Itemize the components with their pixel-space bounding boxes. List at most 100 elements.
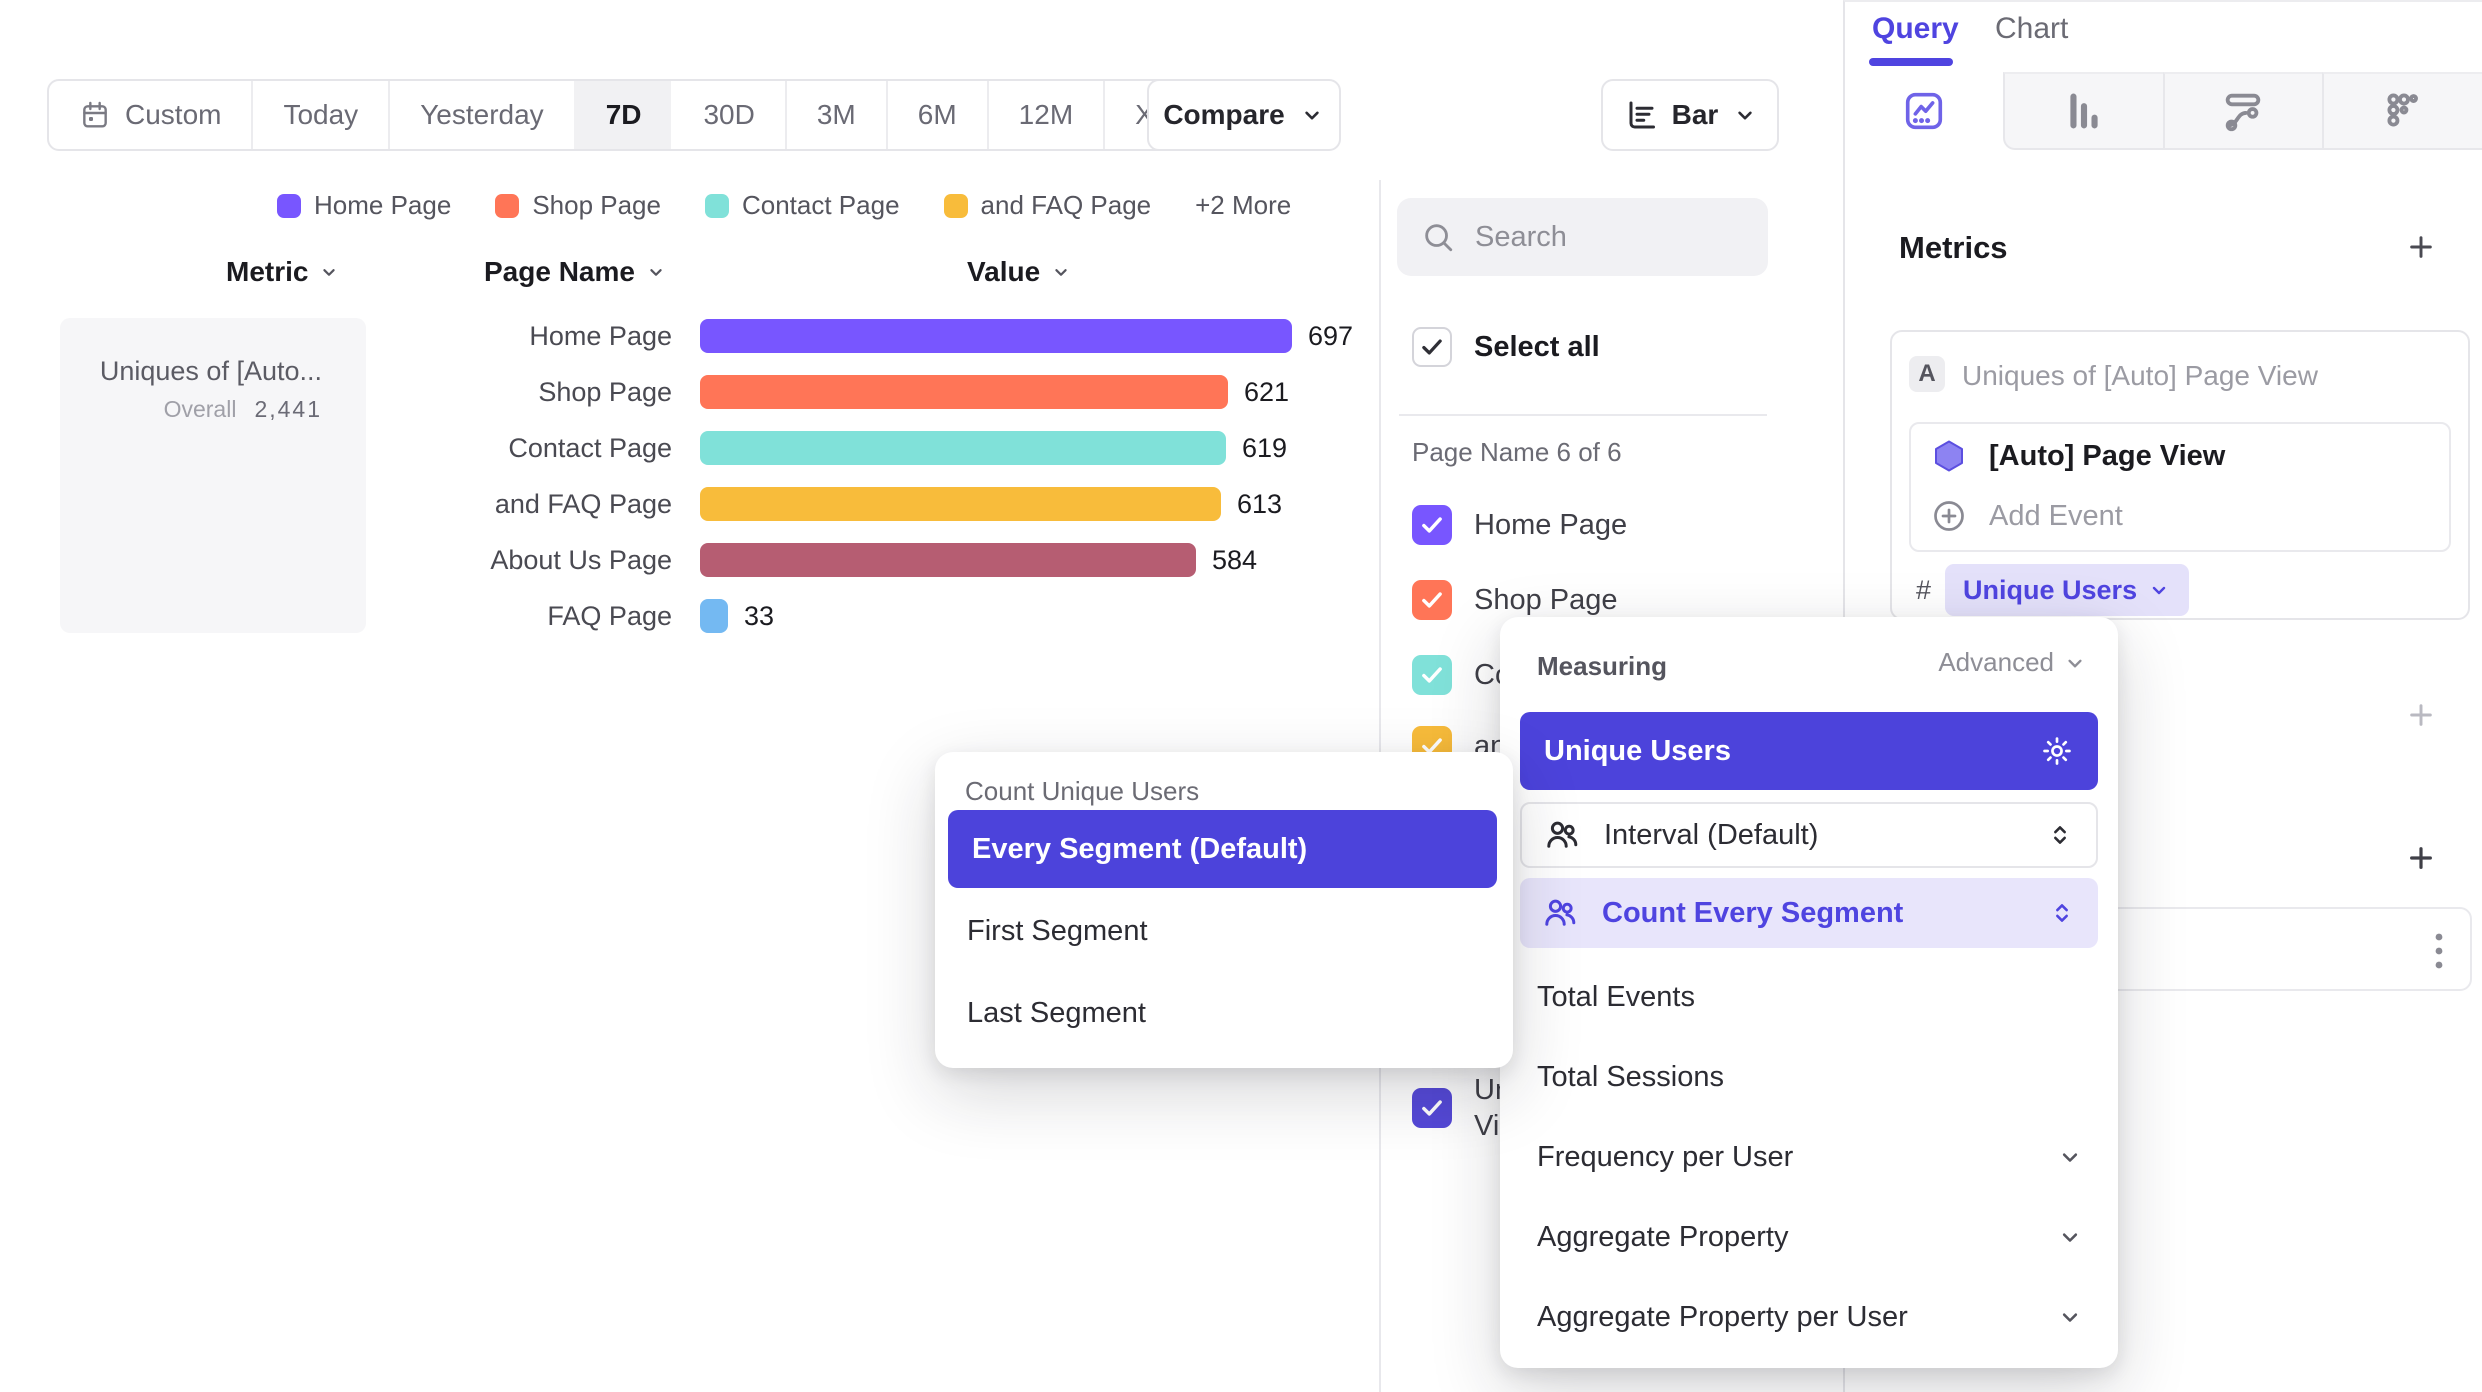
measure-option-aggregate-property[interactable]: Aggregate Property <box>1537 1221 1789 1253</box>
count-popup-title: Count Unique Users <box>965 776 1200 806</box>
sort-chevron-icon <box>1050 261 1072 283</box>
legend-swatch <box>704 193 729 218</box>
event-row[interactable]: [Auto] Page View <box>1931 438 2225 474</box>
line-chart-icon <box>1901 88 1947 134</box>
row-label: Shop Page <box>538 376 672 407</box>
gear-icon[interactable] <box>2040 734 2074 768</box>
measure-dropdown[interactable]: Unique Users <box>1945 564 2190 616</box>
calendar-icon <box>79 99 111 131</box>
add-event-button[interactable]: Add Event <box>1931 498 2123 534</box>
tab-query[interactable]: Query <box>1872 12 1959 45</box>
tab-chart[interactable]: Chart <box>1995 12 2069 45</box>
people-icon <box>1542 895 1578 931</box>
flows-icon <box>2220 88 2266 134</box>
row-value: 621 <box>1244 376 1290 407</box>
segment-option-every-segment[interactable]: Every Segment (Default) <box>948 810 1497 888</box>
chart-row: About Us Page 584 <box>280 532 1372 588</box>
tab-retention-chart[interactable] <box>2322 72 2482 150</box>
legend-item-contact-page[interactable]: Contact Page <box>704 190 900 221</box>
metric-badge: A <box>1909 356 1945 392</box>
metric-summary-card: Uniques of [Auto... Overall 2,441 <box>60 318 366 633</box>
filter-item-shop-page: Shop Page <box>1412 580 1618 620</box>
row-value: 619 <box>1242 432 1288 463</box>
measure-option-total-sessions[interactable]: Total Sessions <box>1537 1061 1724 1093</box>
divider <box>1399 414 1767 416</box>
up-down-chevrons-icon <box>2048 899 2076 927</box>
legend-item-and-faq-page[interactable]: and FAQ Page <box>943 190 1151 221</box>
date-range-custom[interactable]: Custom <box>49 81 251 149</box>
row-value: 697 <box>1308 320 1354 351</box>
tab-insights-chart[interactable] <box>1845 72 2003 150</box>
date-range-yesterday[interactable]: Yesterday <box>388 81 574 149</box>
date-range-label: Custom <box>125 99 222 130</box>
column-header-metric[interactable]: Metric <box>226 256 340 288</box>
column-header-value[interactable]: Value <box>967 256 1072 288</box>
chart-legend: Home Page Shop Page Contact Page and FAQ… <box>277 190 1291 221</box>
shop-page-checkbox[interactable] <box>1412 580 1452 620</box>
overall-value: 2,441 <box>254 396 322 422</box>
count-mode-selector[interactable]: Count Every Segment <box>1520 878 2098 948</box>
filter-item-home-page: Home Page <box>1412 505 1627 545</box>
metrics-heading: Metrics <box>1899 230 2008 265</box>
chart-row: Home Page 697 <box>280 308 1372 364</box>
advanced-toggle[interactable]: Advanced <box>1938 647 2088 678</box>
column-header-page-name[interactable]: Page Name <box>484 256 667 288</box>
select-all-row: Select all <box>1412 327 1600 367</box>
row-value: 584 <box>1212 544 1258 575</box>
date-range-7d[interactable]: 7D <box>573 81 672 149</box>
contact-page-checkbox[interactable] <box>1412 655 1452 695</box>
hexagon-event-icon <box>1931 438 1967 474</box>
partial-item-checkbox[interactable] <box>1412 1088 1452 1128</box>
bar-shop-page[interactable] <box>700 375 1228 409</box>
up-down-chevrons-icon <box>2046 821 2074 849</box>
hash-icon: # <box>1916 574 1932 605</box>
row-label: FAQ Page <box>547 600 672 631</box>
date-range-3m[interactable]: 3M <box>784 81 886 149</box>
tab-funnels-chart[interactable] <box>2002 72 2163 150</box>
chart-type-selector[interactable]: Bar <box>1601 79 1779 151</box>
metric-name: Uniques of [Auto... <box>99 356 322 386</box>
segment-option-last-segment[interactable]: Last Segment <box>967 997 1146 1029</box>
legend-more-link[interactable]: +2 More <box>1195 190 1292 220</box>
bar-contact-page[interactable] <box>700 431 1226 465</box>
add-filter-button[interactable] <box>2398 692 2444 738</box>
date-range-6m[interactable]: 6M <box>885 81 987 149</box>
metric-card: A Uniques of [Auto] Page View [Auto] Pag… <box>1890 330 2470 620</box>
chart-type-tabs <box>1845 72 2482 150</box>
chevron-down-icon <box>2056 1143 2084 1171</box>
row-label: and FAQ Page <box>494 488 672 519</box>
tab-flows-chart[interactable] <box>2162 72 2323 150</box>
metric-card-title: Uniques of [Auto] Page View <box>1962 360 2318 391</box>
measure-option-unique-users[interactable]: Unique Users <box>1520 712 2098 790</box>
interval-selector[interactable]: Interval (Default) <box>1520 802 2098 868</box>
add-breakdown-button[interactable] <box>2398 835 2444 881</box>
active-tab-indicator <box>1869 58 1953 66</box>
select-all-checkbox[interactable] <box>1412 327 1452 367</box>
measure-option-aggregate-property-per-user[interactable]: Aggregate Property per User <box>1537 1301 1908 1333</box>
home-page-checkbox[interactable] <box>1412 505 1452 545</box>
kebab-menu-icon[interactable] <box>2432 929 2446 973</box>
legend-item-home-page[interactable]: Home Page <box>277 190 451 221</box>
measuring-title: Measuring <box>1537 651 1668 681</box>
bar-home-page[interactable] <box>700 319 1292 353</box>
date-range-30d[interactable]: 30D <box>703 99 755 130</box>
search-icon <box>1421 220 1455 254</box>
add-metric-button[interactable] <box>2398 224 2444 270</box>
legend-item-shop-page[interactable]: Shop Page <box>495 190 661 221</box>
measure-option-total-events[interactable]: Total Events <box>1537 981 1695 1013</box>
measure-option-frequency-per-user[interactable]: Frequency per User <box>1537 1141 1794 1173</box>
bar-faq-page[interactable] <box>700 599 728 633</box>
date-range-12m[interactable]: 12M <box>986 81 1103 149</box>
row-label: Contact Page <box>508 432 672 463</box>
funnel-bars-icon <box>2061 88 2107 134</box>
bar-and-faq-page[interactable] <box>700 487 1221 521</box>
date-range-today[interactable]: Today <box>251 81 388 149</box>
bar-about-us-page[interactable] <box>700 543 1196 577</box>
compare-button[interactable]: Compare <box>1147 79 1341 151</box>
sort-chevron-icon <box>645 261 667 283</box>
chevron-down-icon <box>1299 102 1325 128</box>
segment-option-first-segment[interactable]: First Segment <box>967 915 1148 947</box>
plus-circle-icon <box>1931 498 1967 534</box>
search-input[interactable] <box>1473 219 1744 255</box>
